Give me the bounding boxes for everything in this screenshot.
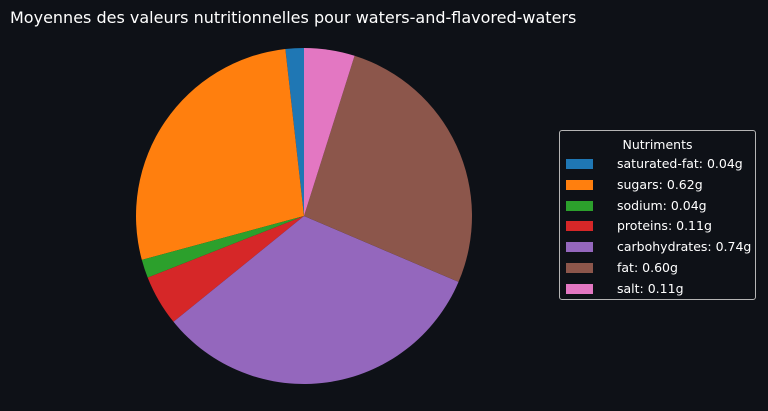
legend-label-carbohydrates: carbohydrates: 0.74g bbox=[617, 239, 752, 255]
pie-slice-proteins bbox=[147, 216, 304, 322]
legend-swatch-salt bbox=[566, 283, 593, 294]
legend-item-sodium: sodium: 0.04g bbox=[566, 197, 707, 215]
legend-swatch-sugars bbox=[566, 179, 593, 190]
legend-swatch-carbohydrates bbox=[566, 242, 593, 253]
legend-item-carbohydrates: carbohydrates: 0.74g bbox=[566, 238, 751, 256]
legend-item-salt: salt: 0.11g bbox=[566, 280, 684, 298]
legend: Nutriments saturated-fat: 0.04g sugars: 0… bbox=[559, 130, 756, 300]
legend-label-fat: fat: 0.60g bbox=[617, 260, 678, 275]
legend-swatch-saturated-fat bbox=[566, 159, 593, 169]
legend-label-saturated-fat: saturated-fat: 0.04g bbox=[617, 156, 743, 171]
pie-slice-saturated-fat bbox=[285, 48, 304, 216]
legend-label-proteins: proteins: 0.11g bbox=[617, 218, 712, 234]
legend-item-sugars: sugars: 0.62g bbox=[566, 176, 703, 194]
legend-label-salt: salt: 0.11g bbox=[617, 280, 684, 296]
chart-title: Moyennes des valeurs nutritionnelles pou… bbox=[10, 8, 577, 27]
legend-swatch-sodium bbox=[566, 200, 593, 211]
pie-slice-fat bbox=[304, 55, 472, 282]
legend-item-proteins: proteins: 0.11g bbox=[566, 217, 712, 235]
legend-label-sodium: sodium: 0.04g bbox=[617, 197, 707, 213]
legend-title: Nutriments bbox=[622, 137, 693, 152]
legend-label-sugars: sugars: 0.62g bbox=[617, 176, 703, 192]
pie-slice-sodium bbox=[141, 216, 304, 278]
legend-swatch-proteins bbox=[566, 221, 593, 232]
pie-slice-sugars bbox=[136, 49, 304, 260]
legend-item-saturated-fat: saturated-fat: 0.04g bbox=[566, 155, 743, 173]
pie-slice-carbohydrates bbox=[173, 216, 459, 385]
legend-swatch-fat bbox=[566, 263, 593, 273]
pie-slice-salt bbox=[304, 48, 355, 216]
legend-item-fat: fat: 0.60g bbox=[566, 259, 678, 277]
